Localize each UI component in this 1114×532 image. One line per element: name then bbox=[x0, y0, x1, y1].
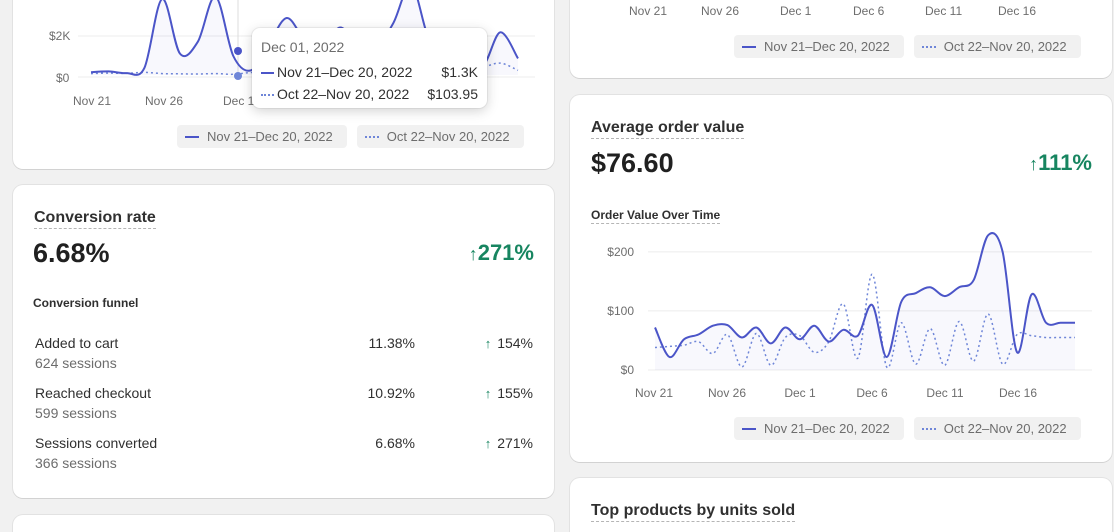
funnel-step-rate: 10.92% bbox=[367, 385, 415, 401]
funnel-step-label: Sessions converted bbox=[35, 435, 158, 451]
funnel-step-rate: 6.68% bbox=[375, 435, 415, 451]
funnel-step-label: Added to cart bbox=[35, 335, 119, 351]
y-tick-label: $100 bbox=[607, 304, 634, 318]
x-tick-label: Dec 11 bbox=[926, 386, 963, 400]
arrow-up-icon: ↑ bbox=[1029, 154, 1039, 174]
previous-series-line bbox=[654, 273, 1075, 369]
solid-line-swatch-icon bbox=[185, 135, 199, 138]
top-products-card: Top products by units sold bbox=[570, 478, 1112, 532]
current-series-area bbox=[655, 233, 1075, 370]
funnel-step-label: Reached checkout bbox=[35, 385, 151, 401]
legend-current-label: Nov 21–Dec 20, 2022 bbox=[764, 421, 890, 436]
conversion-rate-value: 6.68% bbox=[33, 238, 110, 268]
legend-current-label: Nov 21–Dec 20, 2022 bbox=[207, 129, 333, 144]
funnel-step-change: ↑ 154% bbox=[485, 335, 533, 351]
x-tick-label: Nov 26 bbox=[701, 4, 740, 18]
tooltip-row-label: Nov 21–Dec 20, 2022 bbox=[277, 64, 413, 80]
x-tick-label: Dec 6 bbox=[856, 386, 888, 400]
solid-line-swatch-icon bbox=[261, 72, 274, 74]
change-value: 271% bbox=[477, 240, 534, 265]
tooltip-row-value: $1.3K bbox=[441, 64, 478, 80]
change-value: 111% bbox=[1038, 150, 1092, 175]
legend-previous[interactable]: Oct 22–Nov 20, 2022 bbox=[913, 35, 1081, 58]
tooltip-row-value: $103.95 bbox=[427, 86, 478, 102]
tooltip-row-previous: Oct 22–Nov 20, 2022 $103.95 bbox=[261, 86, 478, 104]
funnel-step-change: ↑ 271% bbox=[485, 435, 533, 451]
funnel-step-sessions: 624 sessions bbox=[35, 355, 117, 371]
arrow-up-icon: ↑ bbox=[484, 436, 492, 451]
tooltip-date: Dec 01, 2022 bbox=[261, 39, 345, 55]
funnel-title: Conversion funnel bbox=[33, 296, 139, 310]
funnel-row: Added to cart 624 sessions 11.38% ↑ 154% bbox=[35, 335, 535, 379]
chart-title: Order Value Over Time bbox=[591, 208, 721, 224]
legend-current[interactable]: Nov 21–Dec 20, 2022 bbox=[177, 125, 347, 148]
hover-point-previous bbox=[234, 72, 242, 80]
funnel-row: Reached checkout 599 sessions 10.92% ↑ 15… bbox=[35, 385, 535, 429]
aov-value: $76.60 bbox=[591, 148, 674, 178]
solid-line-swatch-icon bbox=[742, 427, 756, 430]
funnel-change-value: 154% bbox=[497, 335, 533, 351]
funnel-change-value: 155% bbox=[497, 385, 533, 401]
x-tick-label: Dec 6 bbox=[853, 4, 885, 18]
tooltip-row-current: Nov 21–Dec 20, 2022 $1.3K bbox=[261, 64, 478, 82]
current-series-line bbox=[654, 232, 1075, 359]
aov-change: ↑111% bbox=[1029, 150, 1092, 176]
arrow-up-icon: ↑ bbox=[484, 386, 492, 401]
legend-current-label: Nov 21–Dec 20, 2022 bbox=[764, 39, 890, 54]
funnel-step-sessions: 366 sessions bbox=[35, 455, 117, 471]
funnel-row: Sessions converted 366 sessions 6.68% ↑ 2… bbox=[35, 435, 535, 479]
card-title[interactable]: Top products by units sold bbox=[591, 502, 796, 522]
legend-current[interactable]: Nov 21–Dec 20, 2022 bbox=[734, 417, 904, 440]
dotted-line-swatch-icon bbox=[921, 427, 936, 430]
dotted-line-swatch-icon bbox=[261, 94, 274, 96]
chart-legend: Nov 21–Dec 20, 2022 Oct 22–Nov 20, 2022 bbox=[177, 125, 524, 148]
y-tick-label: $200 bbox=[607, 245, 634, 259]
dotted-line-swatch-icon bbox=[921, 45, 936, 48]
funnel-step-sessions: 599 sessions bbox=[35, 405, 117, 421]
legend-previous[interactable]: Oct 22–Nov 20, 2022 bbox=[913, 417, 1081, 440]
x-tick-label: Nov 21 bbox=[73, 94, 112, 108]
x-tick-label: Nov 26 bbox=[145, 94, 184, 108]
order-value-line-chart[interactable]: $200 $100 $0 Nov 21 Nov 26 Dec 1 Dec 6 Dec 11 D… bbox=[570, 95, 1112, 425]
x-tick-label: Dec 1 bbox=[223, 94, 255, 108]
arrow-up-icon: ↑ bbox=[484, 336, 492, 351]
x-tick-label: Dec 16 bbox=[999, 386, 1037, 400]
legend-current[interactable]: Nov 21–Dec 20, 2022 bbox=[734, 35, 904, 58]
chart-legend: Nov 21–Dec 20, 2022 Oct 22–Nov 20, 2022 bbox=[734, 35, 1081, 58]
y-tick-label: $2K bbox=[49, 29, 71, 43]
conversion-rate-card: Conversion rate 6.68% ↑271% Conversion f… bbox=[13, 185, 554, 498]
legend-previous-label: Oct 22–Nov 20, 2022 bbox=[386, 129, 510, 144]
chart-legend: Nov 21–Dec 20, 2022 Oct 22–Nov 20, 2022 bbox=[734, 417, 1081, 440]
x-tick-label: Nov 21 bbox=[629, 4, 668, 18]
legend-previous-label: Oct 22–Nov 20, 2022 bbox=[943, 39, 1067, 54]
x-tick-label: Nov 26 bbox=[708, 386, 746, 400]
x-tick-label: Dec 1 bbox=[784, 386, 816, 400]
bottom-left-card bbox=[13, 515, 554, 532]
arrow-up-icon: ↑ bbox=[468, 244, 478, 264]
hover-point-current bbox=[234, 47, 242, 55]
y-tick-label: $0 bbox=[621, 363, 635, 377]
y-tick-label: $0 bbox=[56, 71, 70, 85]
x-tick-label: Dec 1 bbox=[780, 4, 812, 18]
tooltip-row-label: Oct 22–Nov 20, 2022 bbox=[277, 86, 410, 102]
x-tick-label: Dec 11 bbox=[925, 4, 963, 18]
card-title[interactable]: Conversion rate bbox=[34, 209, 156, 229]
legend-previous[interactable]: Oct 22–Nov 20, 2022 bbox=[356, 125, 524, 148]
chart-tooltip: Dec 01, 2022 Nov 21–Dec 20, 2022 $1.3K O… bbox=[252, 28, 487, 108]
funnel-step-change: ↑ 155% bbox=[485, 385, 533, 401]
sessions-chart-card: Nov 21 Nov 26 Dec 1 Dec 6 Dec 11 Dec 16 … bbox=[570, 0, 1112, 78]
average-order-value-card: Average order value $76.60 ↑111% Order V… bbox=[570, 95, 1112, 462]
funnel-step-rate: 11.38% bbox=[368, 335, 415, 351]
x-tick-label: Nov 21 bbox=[635, 386, 673, 400]
dotted-line-swatch-icon bbox=[364, 135, 379, 138]
funnel-change-value: 271% bbox=[497, 435, 533, 451]
solid-line-swatch-icon bbox=[742, 45, 756, 48]
card-title[interactable]: Average order value bbox=[591, 119, 745, 139]
x-tick-label: Dec 16 bbox=[998, 4, 1037, 18]
conversion-rate-change: ↑271% bbox=[469, 240, 534, 266]
legend-previous-label: Oct 22–Nov 20, 2022 bbox=[943, 421, 1067, 436]
